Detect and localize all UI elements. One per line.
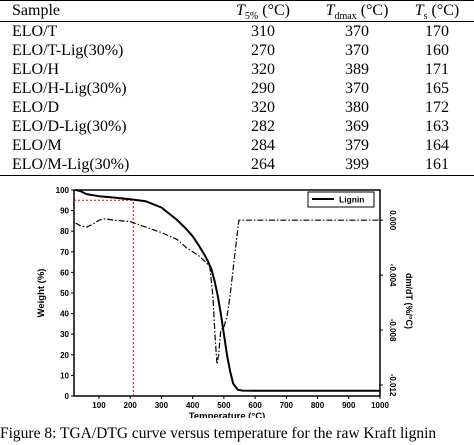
table-row: ELO/H-Lig(30%) 290 370 165 xyxy=(0,79,474,99)
table-row: ELO/M 284 379 164 xyxy=(0,136,474,156)
y-tick-label: 30 xyxy=(60,330,69,339)
table-header-rule xyxy=(0,21,474,22)
y-tick-label: 60 xyxy=(60,268,69,277)
cell-t5: 320 xyxy=(251,99,275,116)
table-row: ELO/D 320 380 172 xyxy=(0,98,474,118)
cell-t5: 310 xyxy=(251,23,275,40)
y-tick-label: 80 xyxy=(60,227,69,236)
table-header-row: Sample T5% (°C) Tdmax (°C) Ts (°C) xyxy=(0,1,474,23)
x-tick-label: 300 xyxy=(155,401,169,410)
table-bottom-rule xyxy=(0,175,474,176)
y-tick-label: 20 xyxy=(60,351,69,360)
y-tick-label: 100 xyxy=(56,186,70,195)
cell-sample: ELO/M xyxy=(12,137,62,154)
table-row: ELO/T 310 370 170 xyxy=(0,22,474,42)
cell-t5: 264 xyxy=(251,156,275,173)
tga-dtg-chart: 0 10 20 30 40 50 60 70 80 90 100 100 200 300 400 500 600… xyxy=(36,186,414,418)
y-tick-label: 70 xyxy=(60,248,69,257)
y2-tick-label: -0.004 xyxy=(388,264,397,287)
y2-tick-label: -0.012 xyxy=(388,374,397,397)
x-tick-label: 1000 xyxy=(371,401,389,410)
x-tick-label: 600 xyxy=(248,401,262,410)
cell-t5: 282 xyxy=(251,118,275,135)
dtg-series-line xyxy=(75,218,380,365)
cell-ts: 163 xyxy=(425,118,449,135)
cell-t5: 290 xyxy=(251,80,275,97)
y-tick-label: 10 xyxy=(60,371,69,380)
cell-sample: ELO/H xyxy=(12,61,60,78)
x-tick-label: 900 xyxy=(342,401,356,410)
header-t5: T5% (°C) xyxy=(236,2,290,23)
cell-tdmax: 370 xyxy=(345,42,369,59)
cell-tdmax: 370 xyxy=(345,80,369,97)
table-row: ELO/H 320 389 171 xyxy=(0,60,474,80)
header-tdmax: Tdmax (°C) xyxy=(325,2,389,23)
cell-ts: 171 xyxy=(425,61,449,78)
cell-ts: 172 xyxy=(425,99,449,116)
cell-tdmax: 369 xyxy=(345,118,369,135)
cell-tdmax: 389 xyxy=(345,61,369,78)
cell-ts: 164 xyxy=(425,137,449,154)
cell-tdmax: 399 xyxy=(345,156,369,173)
header-ts: Ts (°C) xyxy=(414,2,460,23)
table-top-rule xyxy=(0,0,474,1)
x-tick-label: 100 xyxy=(92,401,106,410)
cell-sample: ELO/D-Lig(30%) xyxy=(12,118,127,135)
x-axis-title: Temperature (°C) xyxy=(189,411,265,418)
x-tick-label: 400 xyxy=(186,401,200,410)
cell-ts: 170 xyxy=(425,23,449,40)
cell-sample: ELO/M-Lig(30%) xyxy=(12,156,130,173)
cell-ts: 161 xyxy=(425,156,449,173)
cell-t5: 320 xyxy=(251,61,275,78)
y-tick-label: 50 xyxy=(60,289,69,298)
y2-tick-label: 0.000 xyxy=(388,210,397,231)
y-axis-title: Weight (%) xyxy=(36,269,47,318)
cell-t5: 284 xyxy=(251,137,275,154)
legend-box xyxy=(307,191,375,208)
cell-tdmax: 370 xyxy=(345,23,369,40)
cell-tdmax: 380 xyxy=(345,99,369,116)
table-row: ELO/D-Lig(30%) 282 369 163 xyxy=(0,117,474,137)
table-row: ELO/M-Lig(30%) 264 399 161 xyxy=(0,155,474,175)
x-tick-label: 200 xyxy=(124,401,138,410)
cell-t5: 270 xyxy=(251,42,275,59)
cell-sample: ELO/T-Lig(30%) xyxy=(12,42,124,59)
y-tick-label: 0 xyxy=(65,392,70,401)
x-tick-label: 500 xyxy=(217,401,231,410)
cell-tdmax: 379 xyxy=(345,137,369,154)
cell-sample: ELO/D xyxy=(12,99,60,116)
y2-tick-label: -0.008 xyxy=(388,319,397,342)
cell-sample: ELO/T xyxy=(12,23,58,40)
figure-caption: Figure 8: TGA/DTG curve versus temperatu… xyxy=(0,425,437,442)
table-row: ELO/T-Lig(30%) 270 370 160 xyxy=(0,41,474,61)
cell-ts: 160 xyxy=(425,42,449,59)
x-tick-label: 800 xyxy=(311,401,325,410)
legend-label: Lignin xyxy=(339,195,365,205)
y2-axis-title: dm/dT (%/°C) xyxy=(404,273,414,329)
cell-sample: ELO/H-Lig(30%) xyxy=(12,80,127,97)
y-tick-label: 40 xyxy=(60,310,69,319)
x-tick-label: 700 xyxy=(280,401,294,410)
y-tick-label: 90 xyxy=(60,207,69,216)
tga-series-line xyxy=(75,189,380,392)
cell-ts: 165 xyxy=(425,80,449,97)
header-sample: Sample xyxy=(12,2,60,19)
